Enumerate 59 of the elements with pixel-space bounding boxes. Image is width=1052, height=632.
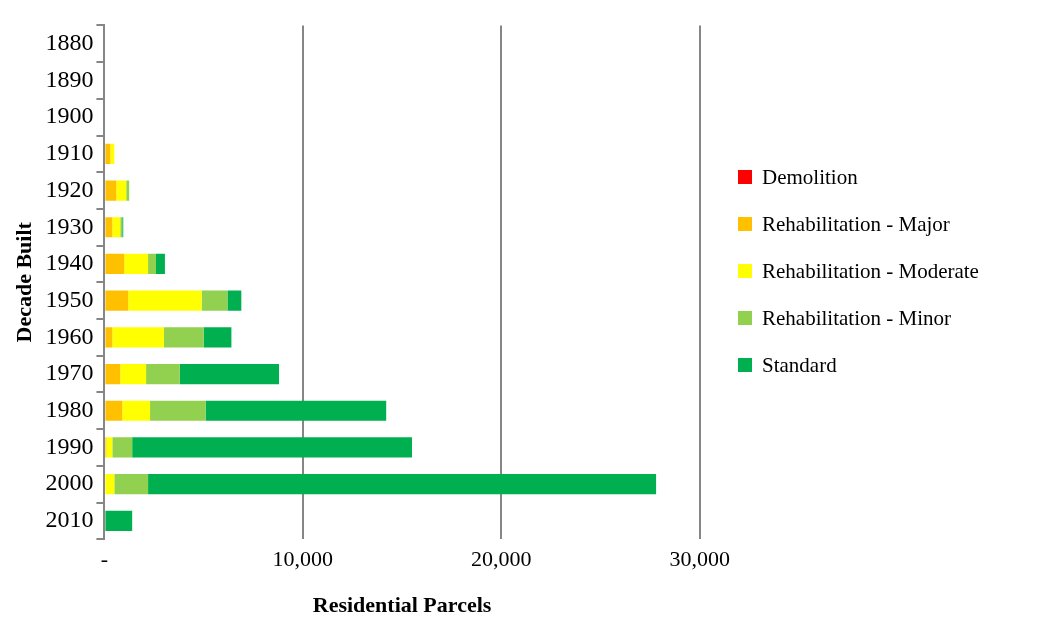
- y-tick-label: 1940: [45, 249, 94, 276]
- y-tick-label: 1980: [45, 396, 94, 423]
- y-tick-label: 1920: [45, 175, 94, 202]
- legend-label: Demolition: [762, 164, 858, 190]
- bar: [116, 180, 127, 201]
- bar: [179, 363, 280, 385]
- bar: [122, 400, 151, 421]
- bar: [150, 400, 206, 421]
- y-tick-label: 1880: [45, 29, 94, 56]
- bar: [105, 217, 113, 238]
- bar: [163, 327, 204, 348]
- bar: [105, 363, 121, 385]
- bar: [156, 253, 165, 275]
- y-tick-label: 1930: [45, 212, 94, 239]
- x-axis-title: Residential Parcels: [312, 592, 492, 618]
- bar: [205, 400, 387, 421]
- y-axis-title: Decade Built: [10, 221, 36, 343]
- bar: [112, 437, 133, 458]
- bar: [114, 474, 149, 495]
- bar: [110, 143, 115, 164]
- bar: [148, 474, 657, 495]
- x-tick-label: 10,000: [272, 546, 334, 572]
- bar: [128, 290, 202, 311]
- bar: [105, 143, 111, 164]
- bar: [106, 437, 113, 458]
- y-tick-label: 2010: [45, 506, 94, 533]
- y-tick-label: 1960: [45, 322, 94, 349]
- bar: [105, 327, 113, 348]
- legend-label: Standard: [762, 352, 837, 378]
- bar: [105, 510, 133, 531]
- legend-label: Rehabilitation - Major: [762, 211, 950, 237]
- bar: [105, 474, 115, 495]
- bar: [105, 180, 117, 201]
- x-tick-label: -: [100, 546, 109, 572]
- bar: [112, 217, 121, 238]
- bar: [227, 290, 242, 311]
- bar: [105, 290, 129, 311]
- bar: [105, 253, 125, 275]
- y-tick-label: 1890: [45, 65, 94, 92]
- bar: [132, 437, 412, 458]
- bar: [105, 400, 123, 421]
- y-tick-label: 1970: [45, 359, 94, 386]
- y-tick-label: 1910: [45, 139, 94, 166]
- bar: [112, 327, 164, 348]
- legend-label: Rehabilitation - Minor: [762, 305, 951, 331]
- bar: [120, 363, 147, 385]
- y-tick-label: 2000: [45, 469, 94, 496]
- y-tick-label: 1900: [45, 102, 94, 129]
- bar: [146, 363, 180, 385]
- x-tick-label: 30,000: [669, 546, 730, 572]
- bar: [124, 253, 149, 275]
- legend-label: Rehabilitation - Moderate: [762, 258, 979, 284]
- x-tick-label: 20,000: [471, 546, 532, 572]
- bar: [201, 290, 228, 311]
- bar: [148, 253, 156, 275]
- y-tick-label: 1950: [45, 285, 94, 312]
- bar: [203, 327, 232, 348]
- y-tick-label: 1990: [45, 432, 94, 459]
- bar: [126, 180, 130, 201]
